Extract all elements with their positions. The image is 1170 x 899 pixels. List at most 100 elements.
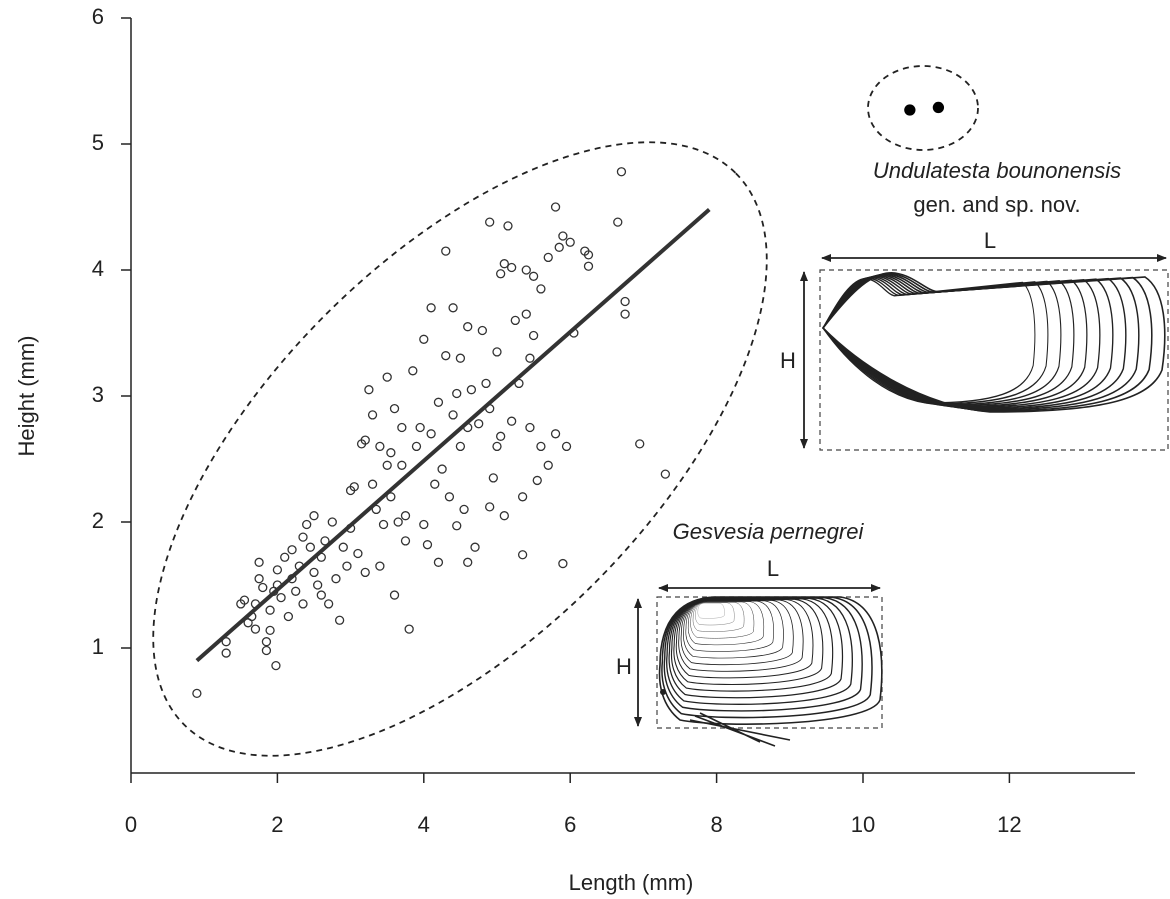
data-point: [492, 441, 502, 452]
data-point: [543, 460, 553, 470]
data-point: [528, 330, 539, 341]
data-point: [521, 265, 531, 275]
annotation: gen. and sp. nov.: [913, 192, 1080, 217]
dimension-label: H: [616, 654, 632, 679]
data-point: [448, 303, 458, 313]
data-point: [192, 688, 202, 699]
y-tick-label: 2: [92, 508, 104, 533]
x-tick-label: 8: [710, 812, 722, 837]
dimension-label: L: [984, 228, 996, 253]
data-point: [382, 372, 392, 382]
data-point: [444, 492, 455, 502]
data-point: [320, 536, 330, 546]
data-point: [452, 388, 462, 399]
dimension-label: H: [780, 348, 796, 373]
data-point: [378, 519, 389, 530]
data-point: [411, 441, 422, 452]
growth-line: [690, 601, 755, 639]
series-label: Undulatesta bounonensis: [873, 158, 1121, 183]
data-point: [400, 511, 411, 521]
data-point: [280, 552, 290, 562]
y-tick-label: 6: [92, 4, 104, 29]
data-point: [521, 309, 531, 319]
x-tick-label: 6: [564, 812, 576, 837]
data-point: [404, 624, 414, 634]
data-point: [543, 252, 553, 263]
data-point: [536, 441, 546, 452]
data-point: [316, 590, 326, 600]
data-point: [239, 595, 250, 605]
growth-line: [687, 601, 765, 646]
y-tick-label: 1: [92, 634, 104, 659]
y-tick-label: 5: [92, 130, 104, 155]
data-point: [258, 582, 268, 593]
data-point: [485, 217, 495, 227]
data-point: [488, 473, 498, 483]
x-axis-label: Length (mm): [569, 870, 694, 895]
data-point: [367, 410, 378, 420]
data-point: [323, 599, 334, 609]
confidence-ellipse: [867, 65, 979, 151]
x-tick-label: 2: [271, 812, 283, 837]
data-point: [485, 502, 495, 512]
data-point: [583, 250, 594, 260]
growth-line: [822, 274, 1114, 410]
data-point: [334, 615, 345, 625]
data-point: [904, 104, 916, 116]
data-point: [397, 460, 407, 470]
frame: [819, 269, 1169, 451]
data-point: [448, 410, 458, 420]
data-point: [499, 259, 509, 269]
data-point: [452, 521, 462, 531]
data-point: [342, 561, 352, 571]
data-point: [426, 429, 436, 439]
data-point: [613, 217, 623, 227]
data-point: [250, 624, 261, 634]
x-tick-label: 0: [125, 812, 137, 837]
data-point: [313, 580, 323, 590]
data-point: [492, 347, 502, 357]
data-point: [386, 448, 396, 458]
data-point: [254, 574, 264, 584]
data-point: [375, 561, 385, 571]
growth-line: [695, 602, 735, 626]
data-point: [397, 422, 407, 433]
data-point: [276, 592, 286, 603]
growth-line: [822, 276, 1075, 407]
shell-illustration: L H: [780, 228, 1169, 451]
data-point: [506, 262, 517, 273]
data-point: [422, 540, 433, 550]
growth-line: [821, 272, 1166, 413]
data-point: [463, 322, 473, 332]
data-point: [635, 439, 645, 449]
data-point: [360, 567, 370, 578]
data-point: [536, 284, 546, 294]
data-point: [455, 353, 466, 363]
data-point: [932, 101, 945, 114]
growth-line: [822, 275, 1101, 409]
data-point: [375, 441, 385, 452]
data-point: [389, 590, 400, 600]
data-point: [616, 167, 627, 177]
data-point: [419, 334, 429, 344]
data-point: [353, 548, 363, 559]
data-point: [283, 611, 294, 622]
data-point: [525, 353, 535, 363]
growth-line: [822, 277, 1049, 405]
confidence-ellipse: [152, 141, 768, 757]
growth-line: [692, 602, 745, 632]
data-point: [302, 519, 312, 530]
data-point: [506, 416, 517, 426]
data-point: [441, 246, 451, 256]
data-point: [331, 574, 341, 584]
x-tick-label: 12: [997, 812, 1021, 837]
data-point: [309, 511, 319, 521]
trend-line: [195, 208, 711, 663]
data-point: [364, 385, 374, 395]
data-point: [265, 605, 275, 615]
growth-line: [680, 600, 794, 666]
data-point: [426, 303, 436, 313]
data-point: [470, 542, 480, 552]
data-point: [291, 586, 301, 596]
